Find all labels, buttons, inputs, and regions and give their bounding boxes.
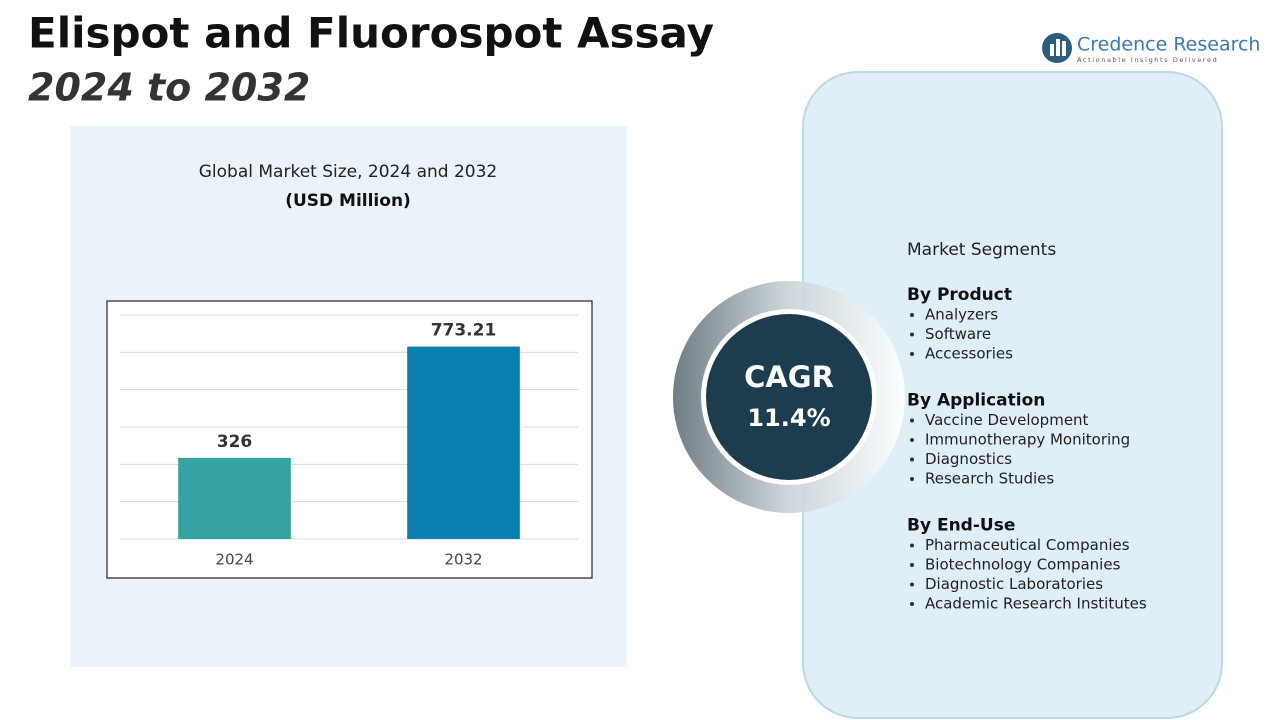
bullet [910,438,914,442]
segment-heading: By End-Use [907,516,1015,536]
bar [178,457,291,539]
bullet [910,477,914,481]
bullet [910,457,914,462]
bullet [910,313,914,317]
cagr-value: 11.4% [747,404,830,432]
value-label: 326 [217,432,253,452]
bullet [910,602,914,606]
logo-icon [1062,41,1066,56]
bullet [910,418,914,423]
segment-heading: By Product [907,285,1012,305]
segment-item: Research Studies [925,470,1054,488]
logo: Credence Research Actionable Insights De… [1042,33,1260,64]
segments-title: Market Segments [907,240,1056,260]
segment-item: Immunotherapy Monitoring [925,431,1130,449]
value-label: 773.21 [431,321,497,341]
segment-item: Diagnostic Laboratories [925,575,1103,593]
bullet [910,543,914,548]
chart-subtitle: (USD Million) [285,191,411,211]
logo-icon [1056,39,1060,56]
segment-item: Diagnostics [925,450,1012,468]
segment-item: Pharmaceutical Companies [925,536,1130,554]
bullet [910,563,914,567]
logo-icon [1050,44,1054,56]
logo-tagline: Actionable Insights Delivered [1077,56,1218,64]
logo-name: Credence Research [1077,34,1260,56]
cagr-label: CAGR [744,360,834,394]
x-tick-label: 2024 [215,551,253,569]
segment-item: Analyzers [925,306,998,324]
segment-item: Biotechnology Companies [925,556,1121,574]
page-title: Elispot and Fluorospot Assay [28,9,714,58]
segment-item: Accessories [925,345,1013,363]
segment-item: Vaccine Development [925,411,1089,429]
segment-heading: By Application [907,391,1045,411]
bullet [910,332,914,337]
page-subtitle: 2024 to 2032 [28,66,310,110]
segment-item: Software [925,325,991,343]
bar [407,346,520,539]
cagr-badge [706,314,872,480]
bullet [910,352,914,356]
x-tick-label: 2032 [444,551,482,569]
segment-item: Academic Research Institutes [925,595,1147,613]
chart-title: Global Market Size, 2024 and 2032 [199,162,498,182]
bullet [910,582,914,587]
